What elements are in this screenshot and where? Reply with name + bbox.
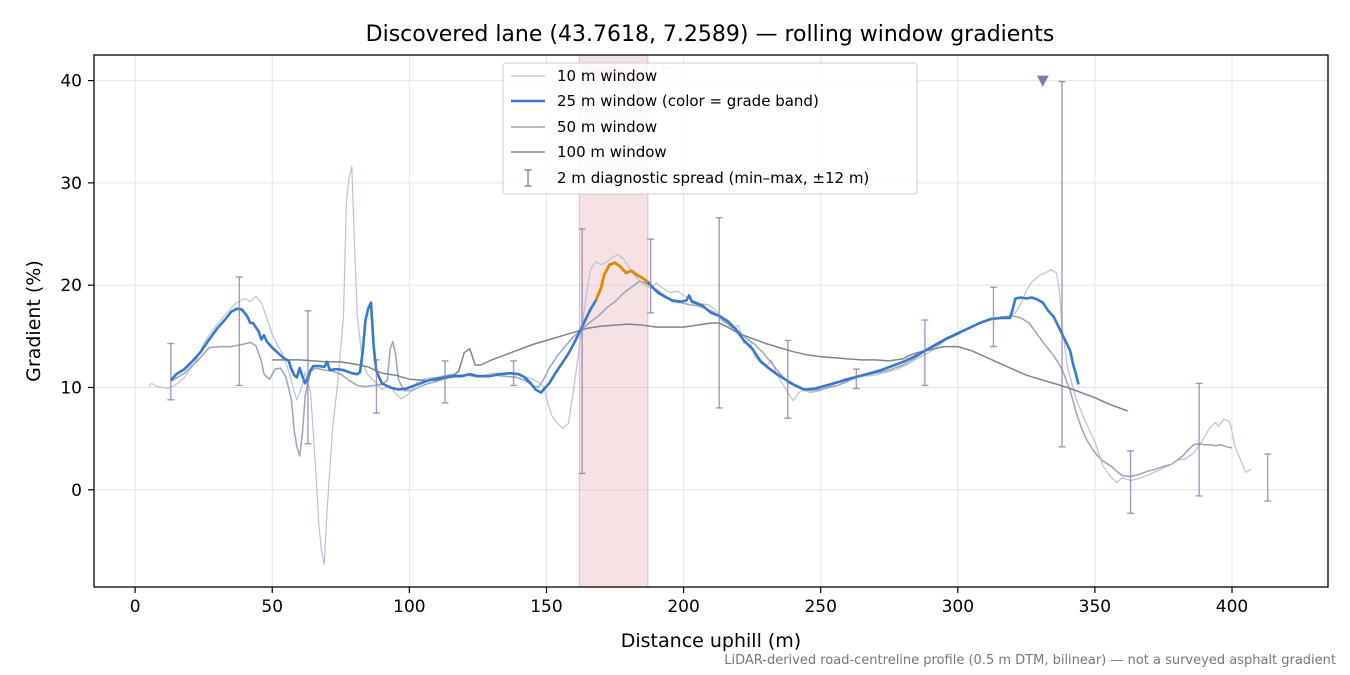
x-tick-label: 400: [1216, 597, 1248, 617]
y-axis: 0 10 20 30 40: [60, 72, 94, 501]
x-tick-label: 0: [130, 597, 141, 617]
x-tick-label: 50: [261, 597, 283, 617]
y-axis-label: Gradient (%): [23, 260, 45, 382]
legend-label: 100 m window: [557, 143, 667, 161]
chart-title: Discovered lane (43.7618, 7.2589) — roll…: [366, 22, 1055, 47]
spread-bars-layer: [167, 80, 1272, 515]
y-tick-label: 0: [71, 481, 82, 501]
x-tick-label: 350: [1079, 597, 1111, 617]
x-tick-label: 300: [942, 597, 974, 617]
legend-box: [502, 62, 918, 195]
legend-label: 50 m window: [557, 118, 657, 136]
plot-frame: [93, 54, 1329, 588]
y-tick-label: 10: [60, 379, 82, 399]
legend-label: 10 m window: [557, 67, 657, 85]
x-axis: 0 50 100 150 200 250 300 350 400: [130, 587, 1248, 617]
footnote: LiDAR-derived road-centreline profile (0…: [724, 653, 1336, 668]
legend: 10 m window 25 m window (color = grade ba…: [502, 62, 918, 195]
series-line-25m: [169, 261, 1080, 394]
series-layer: [148, 165, 1252, 566]
legend-label: 2 m diagnostic spread (min–max, ±12 m): [557, 169, 869, 187]
y-tick-label: 40: [60, 72, 82, 92]
x-tick-label: 100: [393, 597, 425, 617]
y-tick-label: 20: [60, 276, 82, 296]
series-line-25m-steep-band: [594, 261, 649, 302]
legend-label: 25 m window (color = grade band): [557, 92, 819, 110]
x-tick-label: 250: [804, 597, 836, 617]
x-axis-label: Distance uphill (m): [621, 630, 801, 652]
y-tick-label: 30: [60, 174, 82, 194]
marker-layer: [1036, 75, 1049, 87]
peak-marker: [1036, 75, 1049, 87]
series-line-50m: [170, 280, 1233, 478]
x-tick-label: 150: [530, 597, 562, 617]
x-tick-label: 200: [667, 597, 699, 617]
